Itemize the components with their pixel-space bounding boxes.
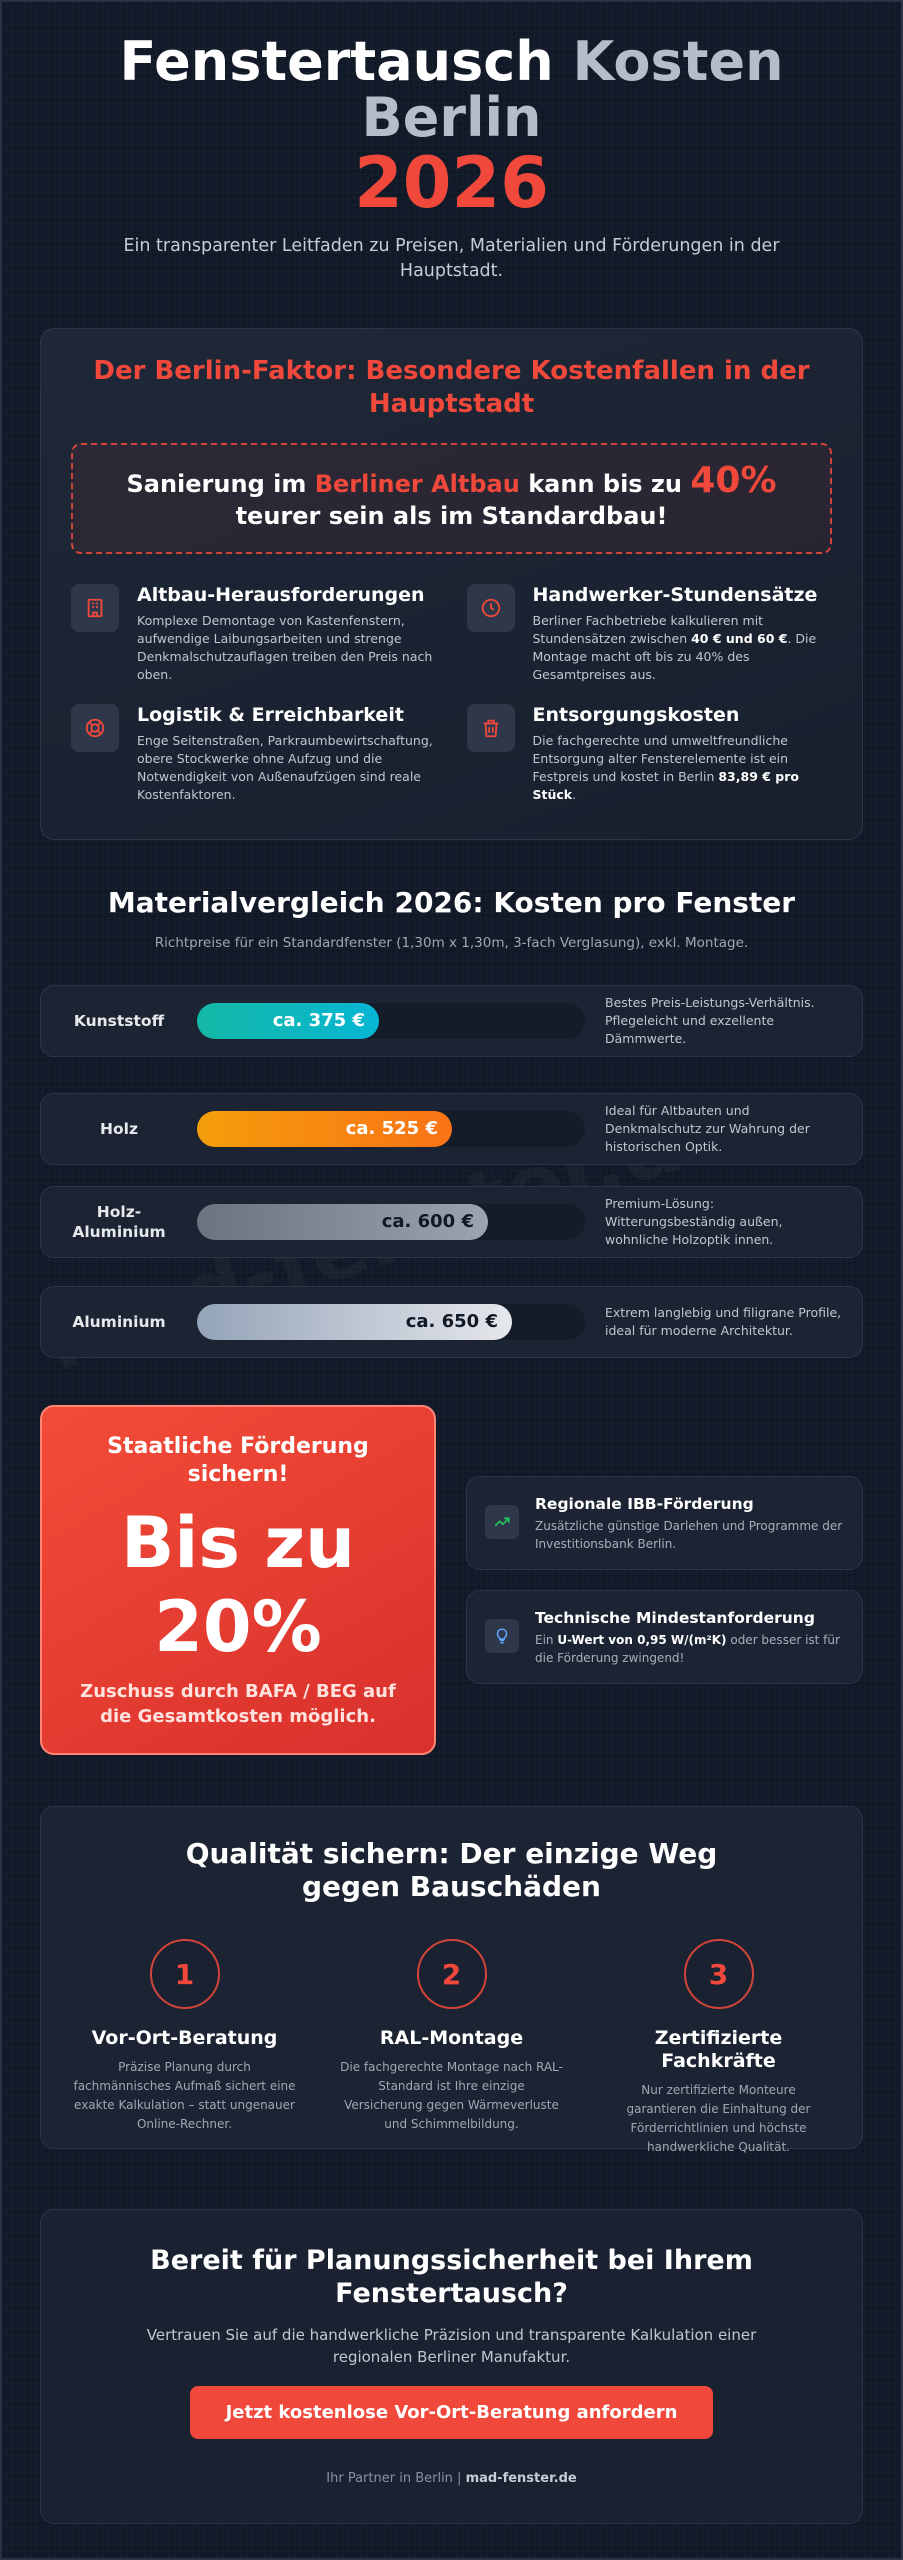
hero-subtitle: Ein transparenter Leitfaden zu Preisen, … bbox=[123, 236, 780, 281]
price-label: ca. 375 € bbox=[272, 1010, 365, 1031]
material-description: Ideal für Altbauten und Denkmalschutz zu… bbox=[605, 1103, 810, 1154]
page-title: Fenstertausch Kosten Berlin 2026 bbox=[40, 34, 863, 224]
funding-card-title: Regionale IBB-Förderung bbox=[535, 1495, 754, 1513]
lightbulb-icon bbox=[485, 1619, 519, 1653]
cta-footer: Ihr Partner in Berlin | mad-fenster.de bbox=[326, 2471, 577, 2486]
price-bar-track: ca. 525 € bbox=[197, 1111, 585, 1147]
quality-card: Qualität sichern: Der einzige Weg gegen … bbox=[40, 1806, 863, 2154]
feature-text: Enge Seitenstraßen, Parkraumbewirtschaft… bbox=[137, 733, 433, 802]
feature-logistik: Logistik & Erreichbarkeit Enge Seitenstr… bbox=[71, 704, 437, 804]
price-label: ca. 650 € bbox=[405, 1311, 498, 1332]
material-description: Premium-Lösung: Witterungsbeständig auße… bbox=[605, 1196, 783, 1247]
title-part-2: Kosten bbox=[572, 30, 784, 93]
feature-entsorgung: Entsorgungskosten Die fachgerechte und u… bbox=[466, 704, 833, 804]
step-number: 2 bbox=[416, 1939, 487, 2009]
step-text: Präzise Planung durch fachmännisches Auf… bbox=[73, 2060, 296, 2131]
berlin-factor-card: Der Berlin-Faktor: Besondere Kostenfalle… bbox=[40, 328, 863, 840]
feature-grid: Altbau-Herausforderungen Komplexe Demont… bbox=[71, 584, 832, 804]
feature-text: Berliner Fachbetriebe kalkulieren mit St… bbox=[532, 613, 817, 682]
price-label: ca. 525 € bbox=[345, 1118, 438, 1139]
price-bar-fill: ca. 525 € bbox=[197, 1111, 452, 1147]
title-part-3: Berlin bbox=[361, 86, 542, 149]
funding-card-ibb: Regionale IBB-Förderung Zusätzliche güns… bbox=[466, 1476, 863, 1570]
cta-text: Vertrauen Sie auf die handwerkliche Präz… bbox=[146, 2326, 757, 2366]
material-name: Kunststoff bbox=[73, 1012, 165, 1030]
feature-title: Altbau-Herausforderungen bbox=[137, 584, 425, 606]
material-row: Holz ca. 525 € Ideal für Altbauten und Den… bbox=[40, 1093, 863, 1165]
hero: Fenstertausch Kosten Berlin 2026 Ein tra… bbox=[40, 34, 863, 284]
material-title: Materialvergleich 2026: Kosten pro Fenst… bbox=[107, 886, 796, 919]
step-item: 1 Vor-Ort-Beratung Präzise Planung durch… bbox=[61, 1939, 308, 2157]
price-bar-track: ca. 650 € bbox=[197, 1304, 585, 1340]
feature-title: Entsorgungskosten bbox=[532, 704, 740, 726]
trash-icon bbox=[466, 704, 515, 752]
price-bar-fill: ca. 375 € bbox=[197, 1003, 379, 1039]
step-title: Vor-Ort-Beratung bbox=[91, 2027, 278, 2049]
material-name: Aluminium bbox=[72, 1313, 166, 1331]
funding-highlight-card: Staatliche Förderung sichern! Bis zu 20%… bbox=[40, 1405, 436, 1755]
step-item: 2 RAL-Montage Die fachgerechte Montage n… bbox=[328, 1939, 575, 2157]
material-subtitle: Richtpreise für ein Standardfenster (1,3… bbox=[154, 935, 749, 951]
clock-icon bbox=[466, 584, 515, 632]
feature-text: Komplexe Demontage von Kastenfenstern, a… bbox=[137, 613, 433, 682]
material-row: Kunststoff ca. 375 € Bestes Preis-Leistung… bbox=[40, 985, 863, 1057]
price-bar-fill: ca. 650 € bbox=[197, 1304, 512, 1340]
cta-button[interactable]: Jetzt kostenlose Vor-Ort-Beratung anford… bbox=[189, 2386, 714, 2439]
feature-altbau: Altbau-Herausforderungen Komplexe Demont… bbox=[71, 584, 437, 684]
alert-highlight: Berliner Altbau bbox=[314, 470, 520, 498]
material-row: Aluminium ca. 650 € Extrem langlebig und f… bbox=[40, 1286, 863, 1358]
step-number: 3 bbox=[683, 1939, 754, 2009]
funding-title: Staatliche Förderung sichern! bbox=[107, 1434, 369, 1487]
price-bar-track: ca. 375 € bbox=[197, 1003, 585, 1039]
alert-text-2: kann bis zu bbox=[519, 470, 691, 498]
price-bar-fill: ca. 600 € bbox=[197, 1204, 488, 1240]
step-number: 1 bbox=[149, 1939, 220, 2009]
funding-card-uwert: Technische Mindestanforderung Ein U-Wert… bbox=[466, 1590, 863, 1684]
lifebuoy-icon bbox=[71, 704, 119, 752]
material-name: Holz bbox=[100, 1120, 138, 1138]
step-title: RAL-Montage bbox=[379, 2027, 524, 2049]
funding-card-text: Zusätzliche günstige Darlehen und Progra… bbox=[535, 1519, 843, 1551]
alert-text-3: teurer sein als im Standardbau! bbox=[235, 502, 668, 530]
berlin-alert: Sanierung im Berliner Altbau kann bis zu… bbox=[71, 443, 832, 554]
cta-card: Bereit für Planungssicherheit bei Ihrem … bbox=[40, 2209, 863, 2524]
funding-card-title: Technische Mindestanforderung bbox=[535, 1609, 815, 1627]
feature-title: Logistik & Erreichbarkeit bbox=[137, 704, 404, 726]
title-part-1: Fenstertausch bbox=[119, 30, 554, 93]
quality-title: Qualität sichern: Der einzige Weg gegen … bbox=[185, 1837, 718, 1903]
building-icon bbox=[71, 584, 119, 632]
funding-subtitle: Zuschuss durch BAFA / BEG auf die Gesamt… bbox=[80, 1681, 396, 1727]
material-description: Bestes Preis-Leistungs-Verhältnis. Pfleg… bbox=[605, 995, 815, 1046]
quality-steps: 1 Vor-Ort-Beratung Präzise Planung durch… bbox=[61, 1939, 842, 2157]
funding-big-value: Bis zu 20% bbox=[121, 1502, 355, 1668]
trending-up-icon bbox=[485, 1505, 519, 1539]
feature-text: Die fachgerechte und umweltfreundliche E… bbox=[532, 733, 800, 802]
step-item: 3 Zertifizierte Fachkräfte Nur zertifizi… bbox=[595, 1939, 842, 2157]
material-description: Extrem langlebig und filigrane Profile, … bbox=[605, 1305, 842, 1338]
material-row: Holz- Aluminium ca. 600 € Premium-Lösung: … bbox=[40, 1186, 863, 1258]
funding-card-text: Ein U-Wert von 0,95 W/(m²K) oder besser … bbox=[535, 1633, 840, 1665]
footer-brand-link[interactable]: mad-fenster.de bbox=[465, 2471, 577, 2486]
price-bar-track: ca. 600 € bbox=[197, 1204, 585, 1240]
step-text: Nur zertifizierte Monteure garantieren d… bbox=[626, 2083, 811, 2154]
berlin-factor-title: Der Berlin-Faktor: Besondere Kostenfalle… bbox=[93, 356, 810, 419]
title-year: 2026 bbox=[354, 142, 549, 224]
material-name: Holz- Aluminium bbox=[72, 1203, 166, 1241]
cta-title: Bereit für Planungssicherheit bei Ihrem … bbox=[150, 2245, 753, 2309]
feature-title: Handwerker-Stundensätze bbox=[532, 584, 818, 606]
step-title: Zertifizierte Fachkräfte bbox=[654, 2027, 783, 2072]
material-header: Materialvergleich 2026: Kosten pro Fenst… bbox=[40, 886, 863, 951]
alert-percent: 40% bbox=[690, 460, 777, 501]
feature-stundensaetze: Handwerker-Stundensätze Berliner Fachbet… bbox=[466, 584, 833, 684]
step-text: Die fachgerechte Montage nach RAL-Standa… bbox=[340, 2060, 563, 2131]
price-label: ca. 600 € bbox=[381, 1211, 474, 1232]
alert-text-1: Sanierung im bbox=[126, 470, 315, 498]
